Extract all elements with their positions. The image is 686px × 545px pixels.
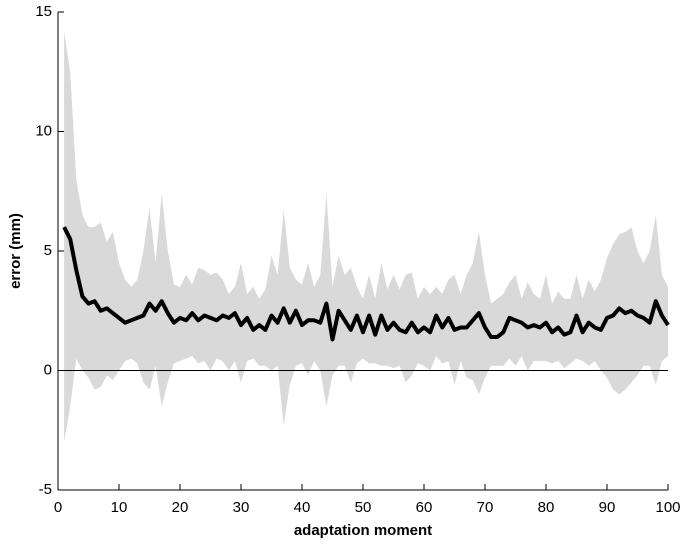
y-tick-label: 0 (44, 361, 52, 378)
x-tick-label: 70 (477, 499, 494, 516)
mean-line (62, 226, 670, 342)
x-tick-label: 80 (538, 499, 555, 516)
x-axis-label: adaptation moment (294, 522, 432, 539)
y-axis-label: error (mm) (7, 213, 24, 289)
y-tick-label: -5 (39, 481, 52, 498)
x-tick-label: 40 (294, 499, 311, 516)
x-tick-label: 20 (172, 499, 189, 516)
error-band (64, 31, 669, 443)
x-tick-label: 10 (111, 499, 128, 516)
y-tick-label: 15 (35, 3, 52, 20)
x-tick-label: 30 (233, 499, 250, 516)
x-tick-label: 90 (599, 499, 616, 516)
y-tick-label: 10 (35, 122, 52, 139)
x-tick-label: 0 (54, 499, 62, 516)
x-tick-label: 100 (655, 499, 680, 516)
y-tick-label: 5 (44, 242, 52, 259)
x-tick-label: 50 (355, 499, 372, 516)
x-tick-label: 60 (416, 499, 433, 516)
